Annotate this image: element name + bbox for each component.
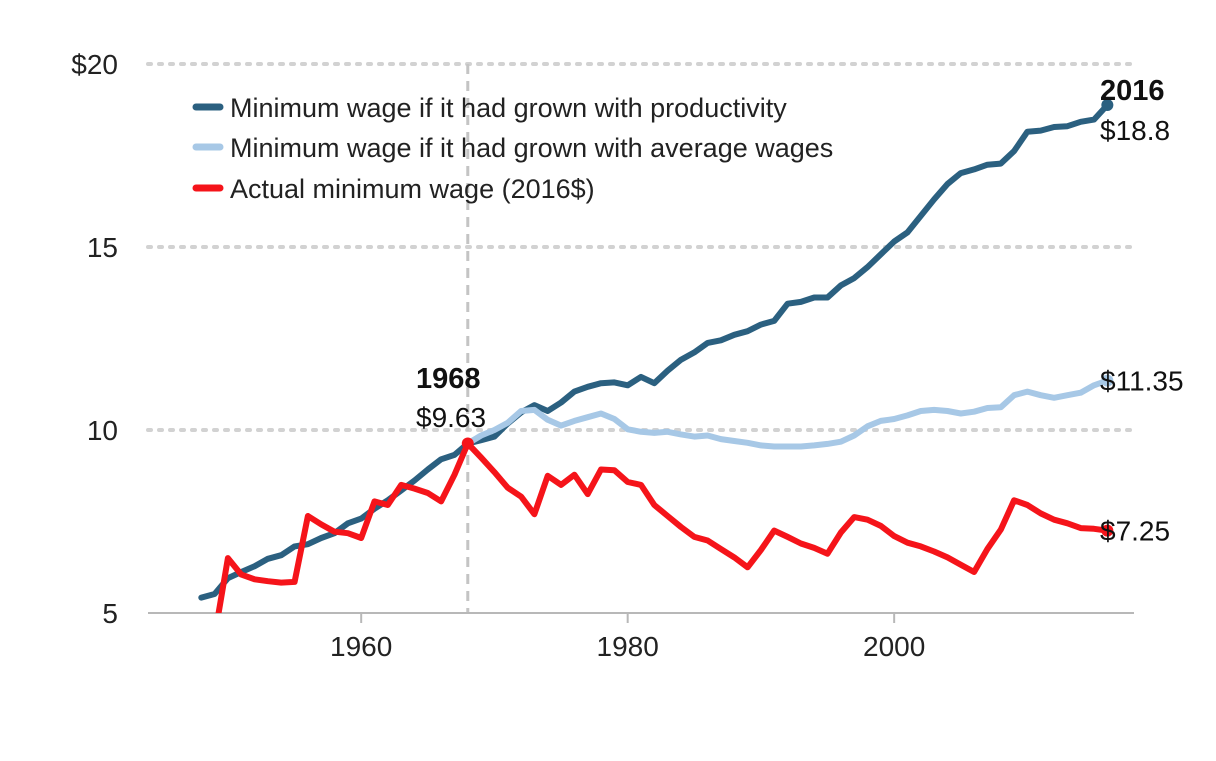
- y-tick-label-5: 5: [102, 598, 118, 629]
- series-line-average-wages: [464, 377, 1111, 450]
- marker-1968: [461, 437, 474, 450]
- end-label-actual: $7.25: [1100, 516, 1170, 547]
- marker-end-actual: [1101, 524, 1114, 537]
- axes: 5 10 15 $20 1960 1980 2000: [71, 49, 1134, 662]
- x-tick-label-2000: 2000: [863, 631, 925, 662]
- series-line-productivity: [198, 102, 1111, 601]
- annotations: 1968 $9.63 2016 $18.8 $11.35 $7.25: [416, 75, 1184, 547]
- series-line-actual: [215, 440, 1111, 613]
- y-tick-label-20: $20: [71, 49, 118, 80]
- series-lines: [198, 102, 1111, 613]
- annotation-1968-year: 1968: [416, 363, 481, 395]
- annotation-2016-year: 2016: [1100, 75, 1165, 107]
- end-label-productivity: $18.8: [1100, 115, 1170, 146]
- marker-end-average: [1101, 374, 1114, 387]
- y-tick-label-10: 10: [87, 415, 118, 446]
- marker-end-productivity: [1101, 98, 1114, 111]
- legend-label-2: Actual minimum wage (2016$): [230, 174, 595, 204]
- legend-label-1: Minimum wage if it had grown with averag…: [230, 133, 833, 163]
- x-tick-label-1980: 1980: [597, 631, 659, 662]
- annotation-1968-value: $9.63: [416, 402, 486, 433]
- legend: Minimum wage if it had grown with produc…: [192, 93, 833, 204]
- legend-label-0: Minimum wage if it had grown with produc…: [230, 93, 787, 123]
- y-tick-label-15: 15: [87, 232, 118, 263]
- x-tick-label-1960: 1960: [330, 631, 392, 662]
- end-label-average: $11.35: [1100, 366, 1184, 397]
